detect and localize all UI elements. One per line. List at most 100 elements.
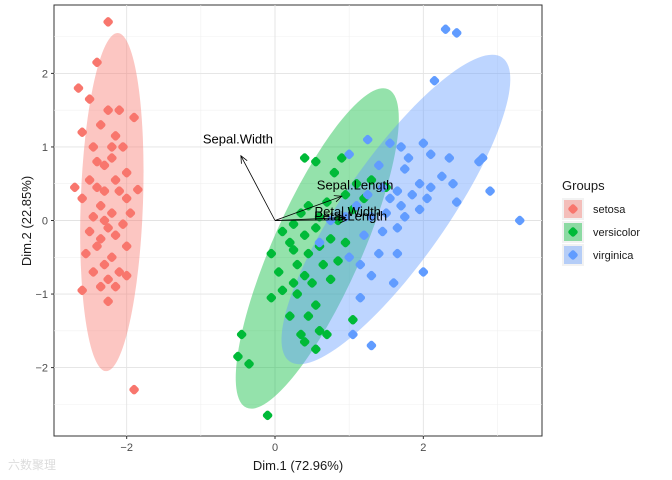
point-virginica: [392, 248, 403, 259]
point-virginica: [440, 24, 451, 35]
point-versicolor: [288, 219, 299, 229]
point-setosa: [107, 153, 117, 163]
point-virginica: [444, 153, 455, 163]
point-virginica: [414, 204, 425, 215]
variable-labels: Sepal.Width Sepal.Length Petal.WidthPetal.…: [203, 131, 394, 223]
point-setosa: [99, 186, 110, 196]
legend-key-point: [568, 227, 578, 237]
y-axis-title: Dim.2 (22.85%): [19, 176, 34, 266]
point-versicolor: [299, 270, 310, 281]
arrowhead-sepal-width: [240, 154, 248, 164]
point-versicolor: [296, 329, 306, 340]
point-versicolor: [285, 237, 295, 248]
legend-label-setosa: setosa: [593, 204, 626, 216]
point-versicolor: [236, 329, 247, 340]
variable-arrows: [240, 154, 348, 224]
point-versicolor: [311, 300, 321, 310]
point-virginica: [425, 149, 436, 160]
point-versicolor: [273, 267, 284, 277]
point-virginica: [400, 212, 410, 222]
point-virginica: [374, 248, 384, 259]
point-setosa: [103, 105, 113, 115]
grid-minor: [54, 5, 542, 436]
point-setosa: [107, 252, 117, 263]
watermark: 六数聚理: [8, 458, 57, 472]
point-virginica: [418, 138, 429, 149]
point-virginica: [485, 186, 495, 196]
point-virginica: [396, 142, 406, 152]
x-tick-label: −2: [120, 442, 133, 454]
point-versicolor: [299, 153, 310, 163]
point-virginica: [377, 226, 388, 237]
point-setosa: [84, 94, 95, 104]
point-setosa: [118, 219, 128, 229]
point-virginica: [388, 278, 399, 288]
point-versicolor: [288, 245, 299, 255]
point-versicolor: [288, 278, 299, 288]
point-virginica: [414, 178, 425, 189]
point-virginica: [418, 267, 429, 277]
point-versicolor: [244, 359, 254, 369]
point-setosa: [77, 193, 87, 204]
point-versicolor: [348, 315, 358, 325]
point-setosa: [77, 285, 87, 296]
point-setosa: [92, 156, 102, 167]
x-axis-title: Dim.1 (72.96%): [253, 458, 343, 473]
point-setosa: [73, 83, 84, 93]
point-virginica: [359, 230, 369, 240]
point-setosa: [110, 230, 121, 240]
point-versicolor: [292, 289, 303, 299]
point-virginica: [381, 208, 392, 218]
point-setosa: [103, 274, 113, 285]
point-versicolor: [340, 237, 351, 248]
point-virginica: [392, 223, 403, 233]
legend-items: setosa versicolor virginica: [562, 198, 640, 266]
point-versicolor: [366, 175, 377, 185]
point-virginica: [403, 153, 414, 163]
point-versicolor: [285, 311, 295, 321]
point-versicolor: [318, 259, 328, 270]
point-virginica: [385, 138, 395, 149]
point-setosa: [125, 208, 136, 218]
point-versicolor: [314, 326, 325, 336]
point-setosa: [114, 105, 125, 115]
point-setosa: [114, 267, 125, 277]
legend-key-point: [568, 250, 578, 260]
point-virginica: [351, 201, 362, 211]
point-setosa: [110, 131, 121, 141]
point-setosa: [70, 182, 80, 193]
data-points: [70, 17, 525, 421]
point-setosa: [107, 142, 117, 152]
point-setosa: [92, 182, 102, 193]
point-versicolor: [333, 256, 343, 266]
point-setosa: [88, 212, 99, 222]
point-virginica: [362, 189, 373, 200]
point-virginica: [400, 164, 410, 174]
point-setosa: [110, 175, 121, 185]
point-setosa: [129, 384, 139, 395]
point-setosa: [121, 193, 132, 204]
point-versicolor: [307, 278, 317, 288]
point-versicolor: [311, 344, 321, 354]
point-virginica: [451, 197, 462, 207]
point-virginica: [348, 329, 358, 340]
point-versicolor: [340, 189, 351, 200]
point-setosa: [121, 167, 132, 178]
point-versicolor: [325, 234, 336, 244]
y-tick-label: 2: [42, 68, 48, 80]
point-setosa: [103, 17, 113, 27]
point-virginica: [366, 270, 377, 281]
point-versicolor: [336, 153, 347, 163]
point-virginica: [451, 28, 462, 38]
point-setosa: [95, 201, 106, 211]
point-setosa: [92, 57, 102, 68]
y-tick-label: 1: [42, 142, 48, 154]
point-versicolor: [314, 212, 325, 222]
point-setosa: [107, 208, 117, 218]
point-virginica: [362, 134, 373, 145]
point-versicolor: [322, 197, 332, 207]
point-versicolor: [311, 156, 321, 167]
legend-label-virginica: virginica: [593, 250, 634, 262]
point-setosa: [114, 186, 125, 196]
y-axis-ticks: −2 −1 0 1 2: [35, 68, 54, 375]
